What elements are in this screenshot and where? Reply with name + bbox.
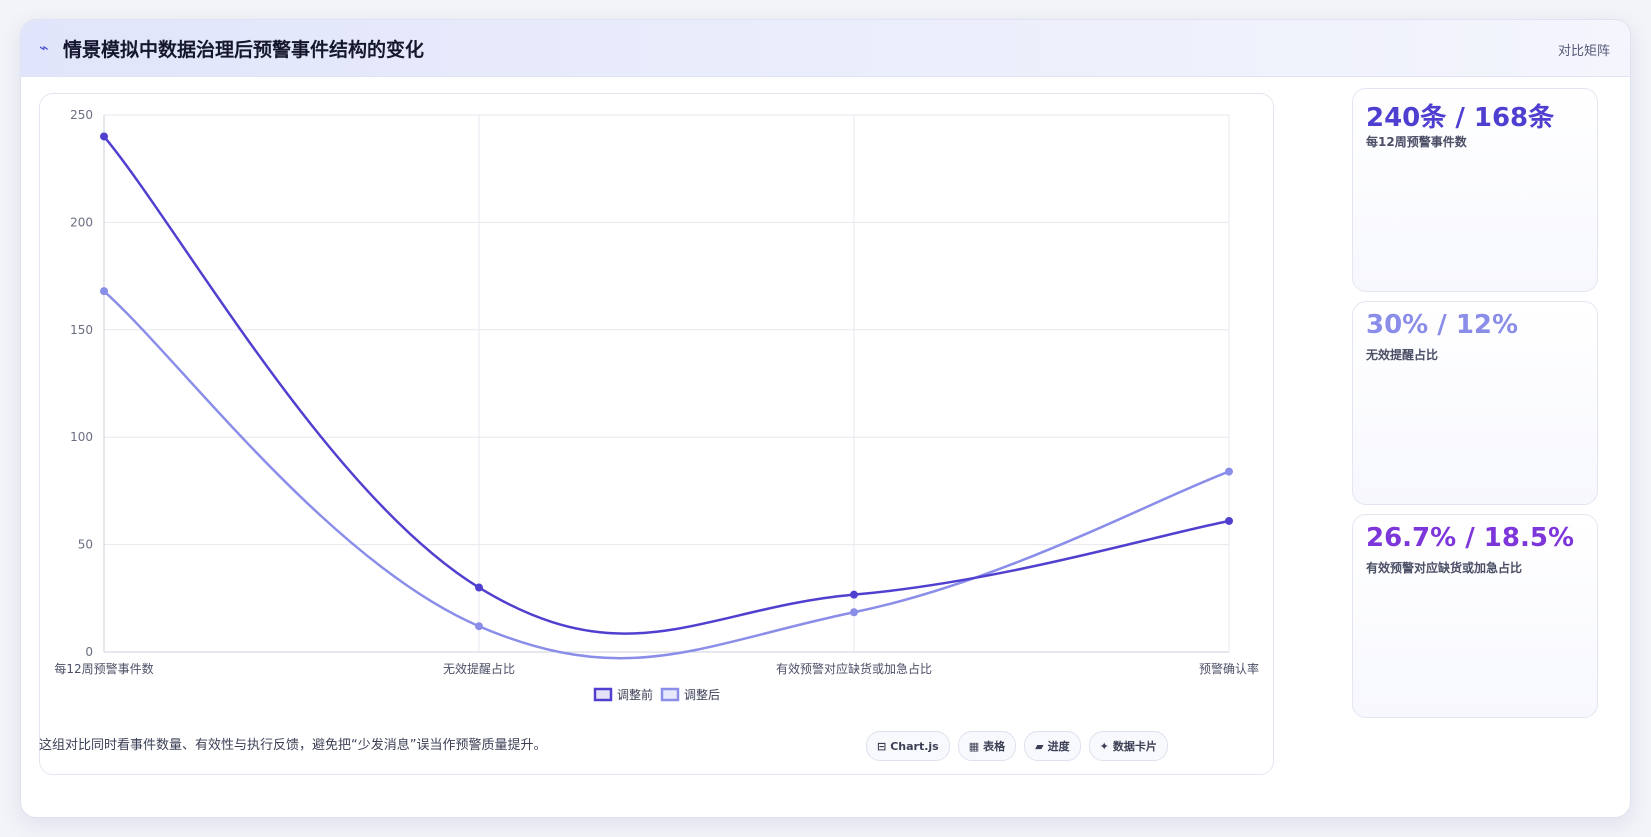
y-tick-label: 250 [70, 108, 93, 122]
footnote: 这组对比同时看事件数量、有效性与执行反馈，避免把“少发消息”误当作预警质量提升。 [39, 738, 547, 753]
card-icon: ✦ [1099, 739, 1109, 753]
x-tick-label: 有效预警对应缺货或加急占比 [776, 661, 932, 676]
data-point [1225, 467, 1233, 476]
stat-card-event-count: 240条 / 168条 每12周预警事件数 [1352, 88, 1598, 292]
tag-label: 数据卡片 [1112, 740, 1157, 753]
stat-label: 有效预警对应缺货或加急占比 [1366, 561, 1523, 575]
legend-swatch [660, 687, 680, 702]
tag-table[interactable]: ▦ 表格 [957, 731, 1017, 761]
data-point [100, 132, 108, 141]
stat-card-effective-ratio: 26.7% / 18.5% 有效预警对应缺货或加急占比 [1352, 514, 1598, 718]
stat-label: 每12周预警事件数 [1366, 135, 1467, 149]
data-point [850, 608, 858, 617]
tag-chartjs[interactable]: ⊟ Chart.js [866, 731, 950, 761]
y-tick-label: 150 [70, 323, 93, 337]
y-tick-label: 200 [70, 215, 93, 229]
tag-progress[interactable]: ▰ 进度 [1024, 731, 1081, 761]
chart-icon: ⊟ [877, 739, 887, 753]
main-card: ⌁ 情景模拟中数据治理后预警事件结构的变化 对比矩阵 0 50 100 150 200 2… [20, 19, 1631, 818]
tag-label: Chart.js [890, 739, 939, 753]
y-tick-label: 0 [85, 645, 93, 659]
tag-list: ⊟ Chart.js ▦ 表格 ▰ 进度 ✦ 数据卡片 [866, 731, 1168, 761]
table-icon: ▦ [968, 739, 980, 753]
legend-swatch [593, 687, 613, 702]
data-point [850, 590, 858, 599]
x-tick-label: 无效提醒占比 [443, 661, 515, 676]
series-line [103, 135, 1230, 635]
data-point [475, 583, 483, 592]
tag-label: 表格 [983, 740, 1006, 753]
legend-label: 调整后 [684, 687, 720, 702]
x-tick-label: 每12周预警事件数 [54, 661, 153, 676]
series-line [103, 290, 1230, 660]
stat-value: 30% / 12% [1366, 310, 1519, 340]
view-mode-label[interactable]: 对比矩阵 [1557, 44, 1610, 59]
chart-panel: 0 50 100 150 200 250 每12周预警事件数 无效提醒占比 有效预警对应缺货或加… [39, 93, 1274, 775]
line-chart: 0 50 100 150 200 250 每12周预警事件数 无效提醒占比 有效预警对应缺货或加… [54, 108, 1259, 702]
y-tick-label: 50 [78, 538, 93, 552]
pulse-icon: ⌁ [39, 38, 49, 57]
data-point [1225, 516, 1233, 525]
stat-label: 无效提醒占比 [1366, 348, 1439, 362]
stat-value: 26.7% / 18.5% [1366, 523, 1574, 553]
page-title: 情景模拟中数据治理后预警事件结构的变化 [63, 39, 425, 61]
progress-icon: ▰ [1035, 739, 1044, 753]
data-point [100, 287, 108, 296]
y-tick-label: 100 [70, 430, 93, 444]
stat-value: 240条 / 168条 [1366, 103, 1555, 133]
tag-label: 进度 [1047, 740, 1070, 753]
card-header: ⌁ 情景模拟中数据治理后预警事件结构的变化 对比矩阵 [21, 20, 1630, 77]
tag-data-card[interactable]: ✦ 数据卡片 [1088, 731, 1168, 761]
stat-card-invalid-ratio: 30% / 12% 无效提醒占比 [1352, 301, 1598, 505]
data-point [475, 622, 483, 631]
legend-label: 调整前 [617, 687, 653, 702]
x-tick-label: 预警确认率 [1199, 661, 1259, 676]
